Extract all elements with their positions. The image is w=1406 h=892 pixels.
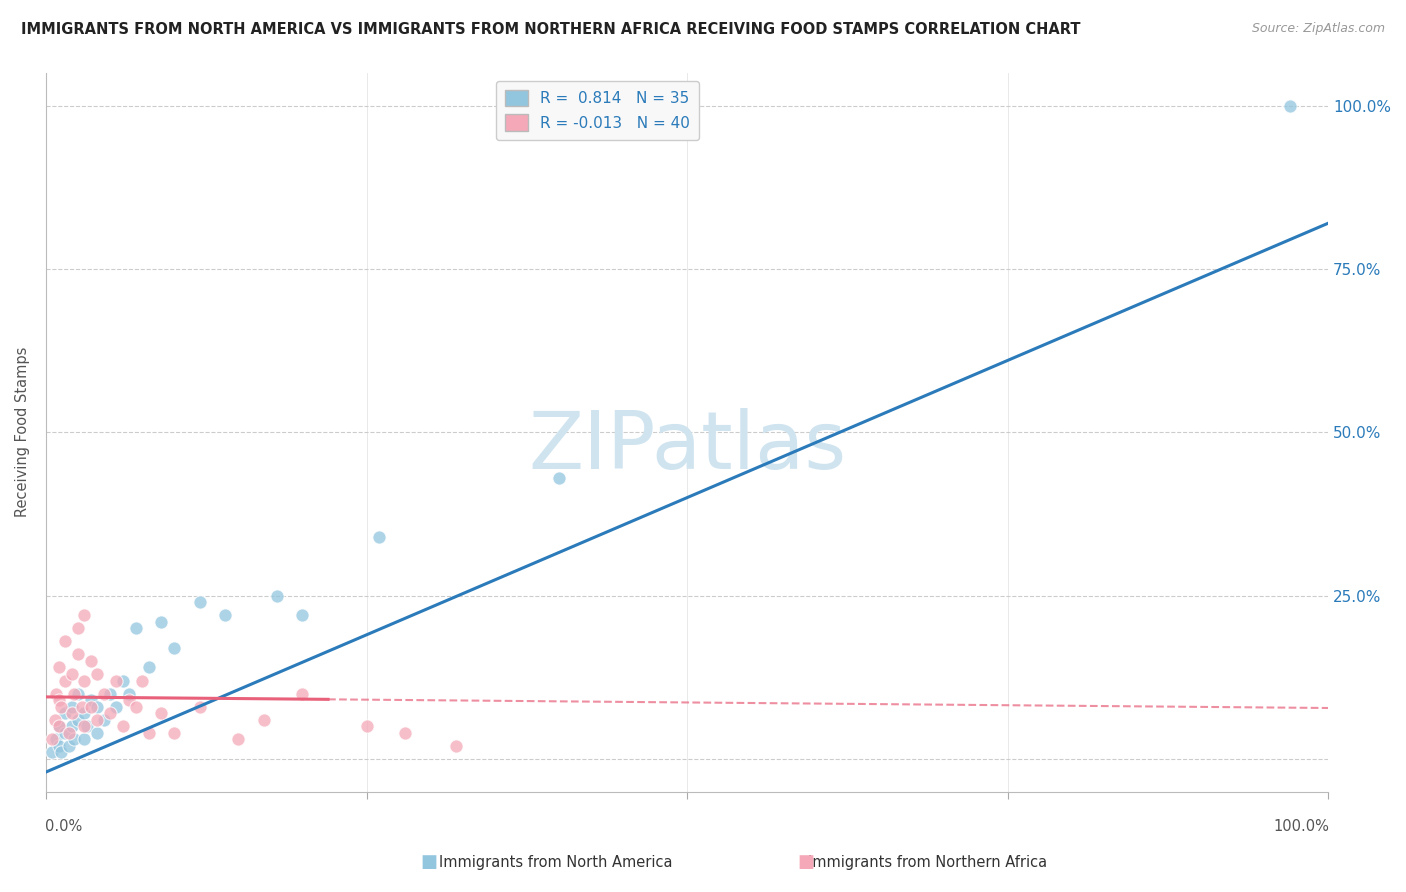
Text: Source: ZipAtlas.com: Source: ZipAtlas.com: [1251, 22, 1385, 36]
Point: [60, 706, 83, 721]
Text: 0.0%: 0.0%: [45, 819, 82, 834]
Point: [86, 699, 108, 714]
Point: [291, 608, 314, 623]
Point: [266, 589, 288, 603]
Point: [66, 687, 89, 701]
Text: 100.0%: 100.0%: [1274, 819, 1330, 834]
Text: ■: ■: [797, 853, 814, 871]
Point: [105, 699, 128, 714]
Point: [73, 719, 96, 733]
Point: [547, 471, 569, 485]
Point: [80, 693, 103, 707]
Point: [73, 706, 96, 721]
Text: ZIPatlas: ZIPatlas: [529, 408, 846, 485]
Point: [58, 739, 80, 753]
Point: [1278, 98, 1301, 112]
Point: [53, 673, 76, 688]
Point: [118, 693, 141, 707]
Point: [291, 687, 314, 701]
Point: [125, 699, 148, 714]
Point: [150, 615, 173, 629]
Text: ■: ■: [420, 853, 437, 871]
Point: [53, 726, 76, 740]
Point: [131, 673, 153, 688]
Point: [73, 608, 96, 623]
Point: [138, 726, 160, 740]
Point: [60, 667, 83, 681]
Point: [163, 726, 186, 740]
Point: [73, 732, 96, 747]
Point: [163, 640, 186, 655]
Point: [53, 634, 76, 648]
Point: [76, 719, 98, 733]
Point: [226, 732, 249, 747]
Point: [66, 621, 89, 635]
Point: [356, 719, 378, 733]
Point: [86, 713, 108, 727]
Point: [111, 673, 134, 688]
Text: Immigrants from Northern Africa: Immigrants from Northern Africa: [808, 855, 1047, 870]
Point: [41, 746, 63, 760]
Point: [150, 706, 173, 721]
Point: [48, 719, 70, 733]
Point: [111, 719, 134, 733]
Point: [48, 739, 70, 753]
Text: Immigrants from North America: Immigrants from North America: [439, 855, 672, 870]
Point: [188, 595, 211, 609]
Point: [63, 687, 86, 701]
Point: [125, 621, 148, 635]
Point: [53, 706, 76, 721]
Point: [138, 660, 160, 674]
Point: [66, 648, 89, 662]
Point: [41, 732, 63, 747]
Point: [70, 699, 93, 714]
Point: [105, 673, 128, 688]
Point: [51, 699, 73, 714]
Point: [48, 660, 70, 674]
Point: [214, 608, 236, 623]
Point: [60, 699, 83, 714]
Point: [86, 667, 108, 681]
Point: [44, 713, 66, 727]
Point: [93, 687, 115, 701]
Point: [98, 706, 121, 721]
Point: [48, 719, 70, 733]
Point: [45, 687, 67, 701]
Point: [66, 713, 89, 727]
Point: [93, 713, 115, 727]
Legend: R =  0.814   N = 35, R = -0.013   N = 40: R = 0.814 N = 35, R = -0.013 N = 40: [496, 80, 699, 140]
Point: [188, 699, 211, 714]
Point: [60, 719, 83, 733]
Text: IMMIGRANTS FROM NORTH AMERICA VS IMMIGRANTS FROM NORTHERN AFRICA RECEIVING FOOD : IMMIGRANTS FROM NORTH AMERICA VS IMMIGRA…: [21, 22, 1081, 37]
Point: [446, 739, 468, 753]
Point: [48, 693, 70, 707]
Point: [80, 654, 103, 668]
Point: [63, 732, 86, 747]
Point: [253, 713, 276, 727]
Point: [86, 726, 108, 740]
Point: [73, 673, 96, 688]
Point: [394, 726, 416, 740]
Point: [51, 746, 73, 760]
Point: [80, 699, 103, 714]
Point: [58, 726, 80, 740]
Y-axis label: Receiving Food Stamps: Receiving Food Stamps: [15, 347, 30, 517]
Point: [118, 687, 141, 701]
Point: [45, 732, 67, 747]
Point: [98, 687, 121, 701]
Point: [368, 530, 391, 544]
